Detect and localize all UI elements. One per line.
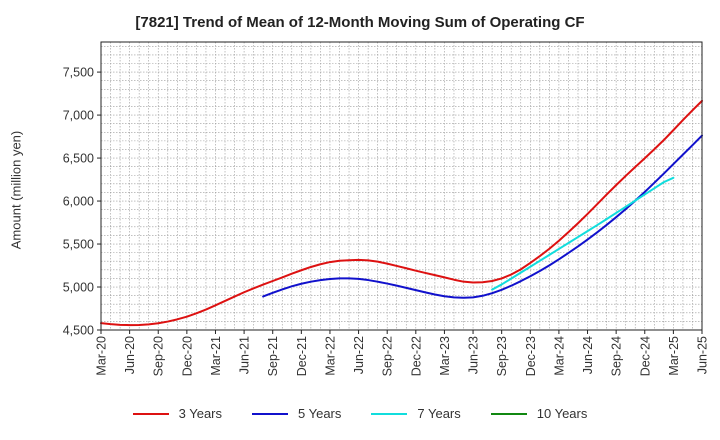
x-tick-label: Mar-20: [95, 336, 109, 376]
plot-frame: [100, 41, 703, 331]
x-tick-label: Mar-23: [438, 336, 452, 376]
x-tick-label: Dec-23: [524, 336, 538, 376]
x-tick-label: Sep-24: [610, 336, 624, 376]
legend-swatch-3-years: [132, 412, 169, 415]
y-tick-label: 4,500: [63, 324, 94, 338]
legend-item-3-years: 3 Years: [132, 406, 222, 421]
legend-label-5-years: 5 Years: [298, 406, 342, 421]
legend-item-7-years: 7 Years: [371, 406, 461, 421]
x-tick-label: Mar-25: [667, 336, 681, 376]
x-tick-label: Sep-23: [495, 336, 509, 376]
x-tick-label: Dec-21: [295, 336, 309, 376]
y-tick-layer: 4,500 5,000 5,500 6,000 6,500 7,000 7,500: [63, 66, 101, 338]
legend-swatch-10-years: [490, 412, 527, 415]
x-tick-label: Jun-23: [467, 336, 481, 374]
y-tick-label: 6,000: [63, 195, 94, 209]
legend-label-10-years: 10 Years: [536, 406, 588, 421]
y-tick-label: 7,500: [63, 66, 94, 80]
grid-layer: [101, 42, 702, 330]
x-tick-label: Dec-24: [638, 336, 652, 376]
legend-swatch-7-years: [371, 412, 408, 415]
y-tick-label: 7,000: [63, 109, 94, 123]
legend-item-5-years: 5 Years: [252, 406, 341, 421]
x-tick-label: Jun-24: [581, 336, 595, 374]
y-tick-label: 6,500: [63, 152, 94, 166]
x-tick-label: Jun-22: [352, 336, 366, 374]
x-tick-label: Dec-20: [180, 336, 194, 376]
x-tick-label: Sep-21: [266, 336, 280, 376]
legend-swatch-5-years: [252, 412, 288, 415]
x-tick-label: Jun-21: [238, 336, 252, 374]
x-tick-label: Jun-25: [696, 336, 710, 374]
x-tick-layer: Mar-20 Jun-20 Sep-20 Dec-20 Mar-21 Jun-21 Sep-…: [95, 330, 710, 376]
series-line-7-years: [491, 176, 675, 291]
x-tick-label: Mar-21: [209, 336, 223, 376]
x-tick-label: Sep-20: [152, 336, 166, 376]
x-tick-label: Jun-20: [123, 336, 137, 374]
legend-label-3-years: 3 Years: [178, 406, 222, 421]
legend-label-7-years: 7 Years: [417, 406, 461, 421]
series-layer: [100, 99, 703, 327]
series-line-5-years: [262, 134, 703, 299]
y-tick-label: 5,500: [63, 238, 94, 252]
x-tick-label: Sep-22: [381, 336, 395, 376]
series-line-3-years: [100, 99, 703, 327]
y-tick-label: 5,000: [63, 281, 94, 295]
x-tick-label: Mar-22: [323, 336, 337, 376]
chart-title: [7821] Trend of Mean of 12-Month Moving …: [135, 14, 585, 31]
x-tick-label: Dec-22: [409, 336, 423, 376]
legend: 3 Years 5 Years 7 Years 10 Years: [0, 406, 720, 421]
x-tick-label: Mar-24: [552, 336, 566, 376]
legend-item-10-years: 10 Years: [490, 406, 588, 421]
